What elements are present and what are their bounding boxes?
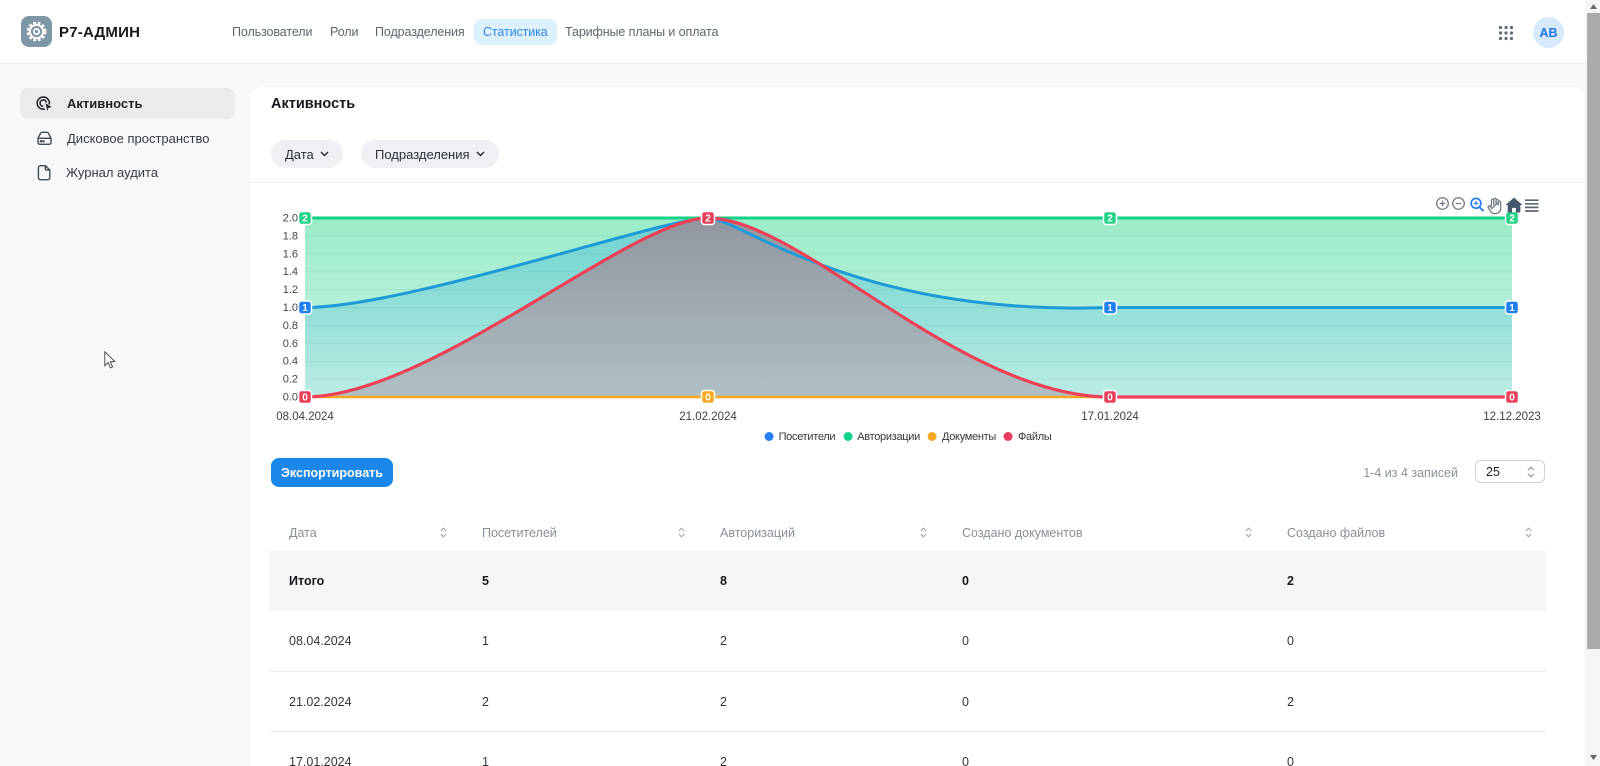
svg-text:1: 1 [302,303,308,314]
svg-text:0: 0 [1509,393,1515,404]
svg-text:0: 0 [302,393,308,404]
svg-text:17.01.2024: 17.01.2024 [1081,411,1139,423]
svg-text:2: 2 [302,214,308,225]
svg-text:1.2: 1.2 [283,284,298,296]
svg-text:0: 0 [1107,393,1113,404]
svg-text:2: 2 [1107,214,1113,225]
svg-text:1: 1 [1509,303,1515,314]
svg-text:21.02.2024: 21.02.2024 [679,411,737,423]
svg-text:0.4: 0.4 [283,356,298,368]
svg-text:2: 2 [705,214,711,225]
svg-text:0: 0 [705,393,711,404]
svg-text:0.6: 0.6 [283,338,298,350]
svg-text:1: 1 [1107,303,1113,314]
svg-text:0.2: 0.2 [283,374,298,386]
svg-text:0.8: 0.8 [283,320,298,332]
svg-text:0.0: 0.0 [283,392,298,404]
svg-text:1.6: 1.6 [283,248,298,260]
svg-text:1.0: 1.0 [283,302,298,314]
svg-text:2.0: 2.0 [283,213,298,225]
svg-text:1.8: 1.8 [283,230,298,242]
svg-text:12.12.2023: 12.12.2023 [1483,411,1541,423]
svg-text:1.4: 1.4 [283,266,298,278]
svg-text:08.04.2024: 08.04.2024 [276,411,334,423]
svg-text:2: 2 [1509,214,1515,225]
